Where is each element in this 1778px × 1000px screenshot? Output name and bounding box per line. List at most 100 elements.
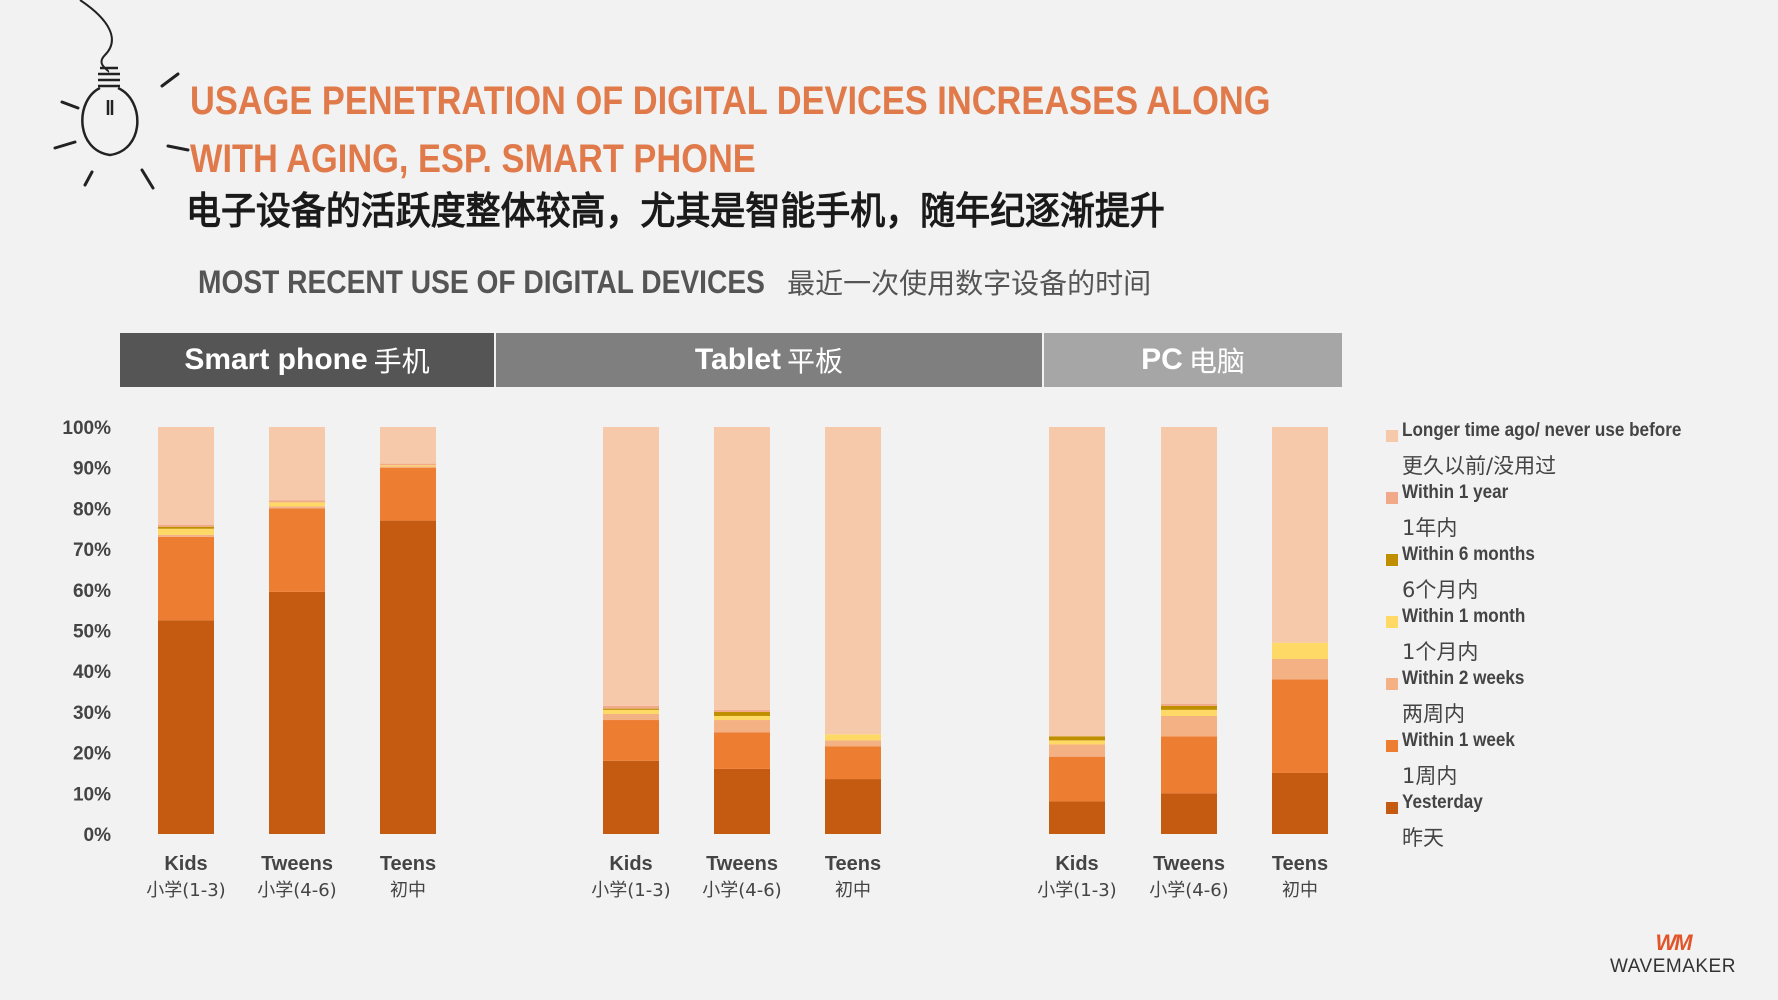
x-category-label: Tweens [706, 853, 778, 875]
bar-segment [1272, 427, 1328, 643]
x-category-label: Kids [1055, 853, 1098, 875]
light-bulb-icon [53, 0, 190, 190]
legend-label-cn: 更久以前/没用过 [1402, 454, 1557, 478]
legend-swatch [1386, 492, 1398, 504]
x-category-sublabel: 小学(4-6) [702, 880, 781, 901]
bar-segment [1161, 715, 1217, 737]
x-category-sublabel: 初中 [390, 880, 426, 901]
x-category-sublabel: 初中 [835, 880, 871, 901]
legend-item-1-year: Within 1 year 1年内 [1386, 482, 1766, 544]
chart-subtitle: MOST RECENT USE OF DIGITAL DEVICES 最近一次使… [198, 262, 1151, 302]
legend-swatch [1386, 678, 1398, 690]
bar-segment [603, 713, 659, 721]
legend-label-cn: 1个月内 [1402, 640, 1479, 664]
x-category-sublabel: 小学(1-3) [146, 880, 225, 901]
bar-segment [1049, 801, 1105, 834]
bar-segment [1161, 793, 1217, 834]
x-category-label: Teens [1272, 853, 1328, 875]
bar-segment [825, 740, 881, 747]
legend-swatch [1386, 616, 1398, 628]
y-tick-label: 30% [73, 703, 111, 724]
bar-segment [269, 502, 325, 507]
bar-segment [714, 720, 770, 733]
legend-item-yesterday: Yesterday 昨天 [1386, 792, 1766, 854]
bar-segment [269, 500, 325, 503]
bar-segment [269, 508, 325, 592]
legend-item-2-weeks: Within 2 weeks 两周内 [1386, 668, 1766, 730]
x-category-label: Tweens [1153, 853, 1225, 875]
bar-segment [714, 715, 770, 721]
bar-segment [1272, 658, 1328, 680]
bar-segment [1161, 703, 1217, 706]
bar-segment [1161, 736, 1217, 794]
y-tick-label: 80% [73, 499, 111, 520]
bar-segment [714, 711, 770, 716]
legend-label-cn: 1年内 [1402, 516, 1458, 540]
legend-label-cn: 昨天 [1402, 826, 1444, 850]
header-label-cn: 手机 [373, 345, 430, 378]
bar-segment [269, 427, 325, 501]
bar-segment [603, 760, 659, 834]
y-tick-label: 40% [73, 662, 111, 683]
legend-label-en: Within 1 month [1402, 606, 1526, 627]
bar-segment [269, 591, 325, 834]
legend-swatch [1386, 554, 1398, 566]
y-tick-label: 100% [62, 418, 111, 439]
x-category-sublabel: 小学(1-3) [1037, 880, 1116, 901]
bar-segment [1049, 427, 1105, 737]
bar-segment [1272, 772, 1328, 834]
bar-segment [714, 768, 770, 834]
header-label-cn: 电脑 [1188, 345, 1245, 378]
bar-segment [603, 705, 659, 709]
header-smart-phone: Smart phone 手机 [120, 333, 494, 387]
chart-legend: Longer time ago/ never use before 更久以前/没… [1386, 420, 1766, 854]
bar-segment [1161, 709, 1217, 716]
bar-segment [603, 709, 659, 714]
bar-segment [1161, 427, 1217, 704]
bar-segment [603, 708, 659, 710]
bar-segment [825, 427, 881, 735]
legend-item-1-week: Within 1 week 1周内 [1386, 730, 1766, 792]
legend-swatch [1386, 802, 1398, 814]
bar-segment [158, 528, 214, 535]
x-category-label: Kids [609, 853, 652, 875]
bar-segment [269, 506, 325, 509]
bar-segment [1049, 736, 1105, 741]
chart-subtitle-cn: 最近一次使用数字设备的时间 [787, 267, 1152, 300]
legend-item-longer: Longer time ago/ never use before 更久以前/没… [1386, 420, 1766, 482]
header-label-en: Smart phone [184, 343, 368, 376]
x-category-sublabel: 小学(4-6) [257, 880, 336, 901]
bar-segment [380, 463, 436, 466]
bar-segment [158, 526, 214, 529]
header-label-cn: 平板 [787, 345, 844, 378]
legend-item-1-month: Within 1 month 1个月内 [1386, 606, 1766, 668]
bar-segment [380, 467, 436, 521]
legend-label-en: Within 1 week [1402, 730, 1515, 751]
bar-segment [380, 520, 436, 834]
x-category-sublabel: 初中 [1282, 880, 1318, 901]
logo-mark: WM [1655, 930, 1692, 955]
bar-segment [714, 732, 770, 769]
x-category-label: Tweens [261, 853, 333, 875]
legend-label-en: Yesterday [1402, 792, 1483, 813]
legend-label-cn: 1周内 [1402, 764, 1458, 788]
header-tablet: Tablet 平板 [496, 333, 1042, 387]
bar-segment [1272, 642, 1328, 659]
legend-label-en: Longer time ago/ never use before [1402, 420, 1682, 441]
bar-segment [1272, 679, 1328, 773]
bar-segment [603, 720, 659, 761]
y-tick-label: 20% [73, 744, 111, 765]
header-label-en: Tablet [694, 343, 782, 376]
bar-segment [380, 466, 436, 468]
legend-label-en: Within 1 year [1402, 482, 1509, 503]
x-category-sublabel: 小学(1-3) [591, 880, 670, 901]
logo-wordmark: WAVEMAKER [1610, 956, 1736, 977]
bar-segment [825, 779, 881, 834]
legend-swatch [1386, 740, 1398, 752]
legend-item-6-months: Within 6 months 6个月内 [1386, 544, 1766, 606]
bar-segment [158, 620, 214, 834]
header-label-en: PC [1141, 343, 1183, 376]
header-pc: PC 电脑 [1044, 333, 1342, 387]
y-tick-label: 10% [73, 784, 111, 805]
